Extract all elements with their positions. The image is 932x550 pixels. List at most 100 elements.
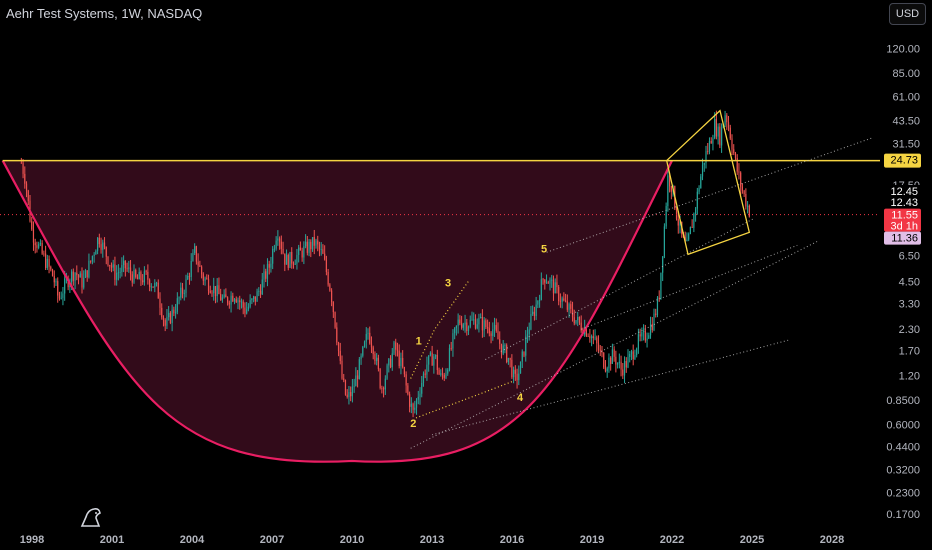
candle — [138, 271, 140, 280]
low-price-badge — [884, 231, 921, 245]
candle — [285, 255, 288, 265]
candle — [643, 330, 645, 333]
candle — [38, 244, 40, 248]
candle — [298, 247, 300, 255]
candle — [116, 272, 118, 280]
candle — [230, 295, 232, 305]
candle — [119, 271, 121, 273]
candle — [32, 229, 35, 243]
candle — [253, 296, 255, 299]
candle — [207, 278, 210, 291]
candle — [519, 361, 522, 374]
candle — [559, 300, 561, 302]
candle — [55, 281, 57, 283]
candle — [57, 281, 59, 296]
candle — [273, 248, 275, 250]
candle — [162, 317, 165, 321]
last-price-badge — [884, 208, 921, 232]
candle — [599, 349, 601, 351]
candle — [72, 271, 74, 281]
candle — [100, 244, 102, 250]
candle — [552, 279, 555, 294]
candle — [402, 358, 404, 367]
candle — [426, 364, 428, 375]
candle — [710, 140, 712, 144]
candle — [708, 140, 711, 152]
x-tick-label: 2013 — [420, 534, 444, 546]
candle — [488, 328, 490, 334]
candle — [310, 241, 312, 250]
candle — [306, 241, 308, 253]
candle — [705, 151, 707, 163]
candle — [429, 352, 431, 356]
candle — [483, 320, 485, 331]
y-tick-label: 0.1700 — [886, 509, 920, 521]
candle — [91, 255, 93, 262]
y-tick-label: 6.50 — [899, 250, 920, 262]
candle — [370, 343, 373, 348]
candle — [656, 297, 659, 315]
candle — [259, 290, 262, 295]
channel-shape — [665, 109, 751, 256]
candle — [48, 258, 50, 267]
candle — [272, 249, 274, 264]
candle — [461, 323, 463, 328]
candle — [369, 332, 371, 344]
candle — [213, 286, 215, 294]
candle — [400, 358, 402, 367]
candle — [471, 319, 473, 321]
candle — [448, 348, 451, 370]
candle — [743, 190, 745, 195]
candle — [597, 343, 600, 350]
candle — [459, 319, 461, 324]
candle — [128, 267, 130, 269]
currency-button[interactable]: USD — [889, 3, 926, 25]
candle — [540, 279, 542, 300]
candle — [686, 239, 688, 242]
candle — [721, 127, 723, 146]
candle — [428, 355, 430, 365]
candle — [556, 282, 558, 288]
candle — [362, 346, 364, 356]
candle — [565, 300, 567, 302]
candle — [60, 297, 62, 299]
candle — [331, 290, 333, 303]
candle — [535, 304, 537, 317]
candle — [34, 242, 36, 246]
candle — [667, 175, 669, 207]
candle — [152, 286, 154, 288]
candle — [497, 330, 499, 340]
candle — [502, 345, 504, 354]
time-axis[interactable]: 1998 2001 2004 2007 2010 2013 2016 2019 2022 2025… — [20, 534, 844, 546]
candle — [618, 361, 620, 364]
candle — [748, 205, 750, 217]
candle — [452, 333, 454, 349]
candle — [308, 241, 310, 253]
candle — [266, 264, 269, 279]
x-tick-label: 2025 — [740, 534, 764, 546]
candle — [337, 342, 340, 352]
candle — [178, 297, 180, 299]
candle — [575, 320, 577, 324]
x-tick-label: 2007 — [260, 534, 284, 546]
candle — [324, 253, 326, 260]
candle — [554, 282, 556, 294]
candle — [608, 357, 610, 369]
candle — [653, 313, 655, 331]
candle — [320, 249, 322, 250]
candle — [492, 329, 494, 336]
candle — [374, 354, 376, 361]
candle — [604, 367, 607, 372]
candle — [514, 369, 516, 374]
candle — [629, 354, 631, 357]
candle — [220, 294, 222, 301]
wave-label: 5 — [541, 243, 547, 255]
price-axis[interactable]: 120.0085.0061.0043.5031.5017.506.504.503… — [886, 43, 920, 521]
candle — [25, 183, 28, 191]
candle — [279, 238, 281, 242]
candle — [727, 122, 730, 128]
candle — [455, 325, 457, 329]
candle — [181, 287, 184, 294]
candle — [466, 322, 468, 331]
